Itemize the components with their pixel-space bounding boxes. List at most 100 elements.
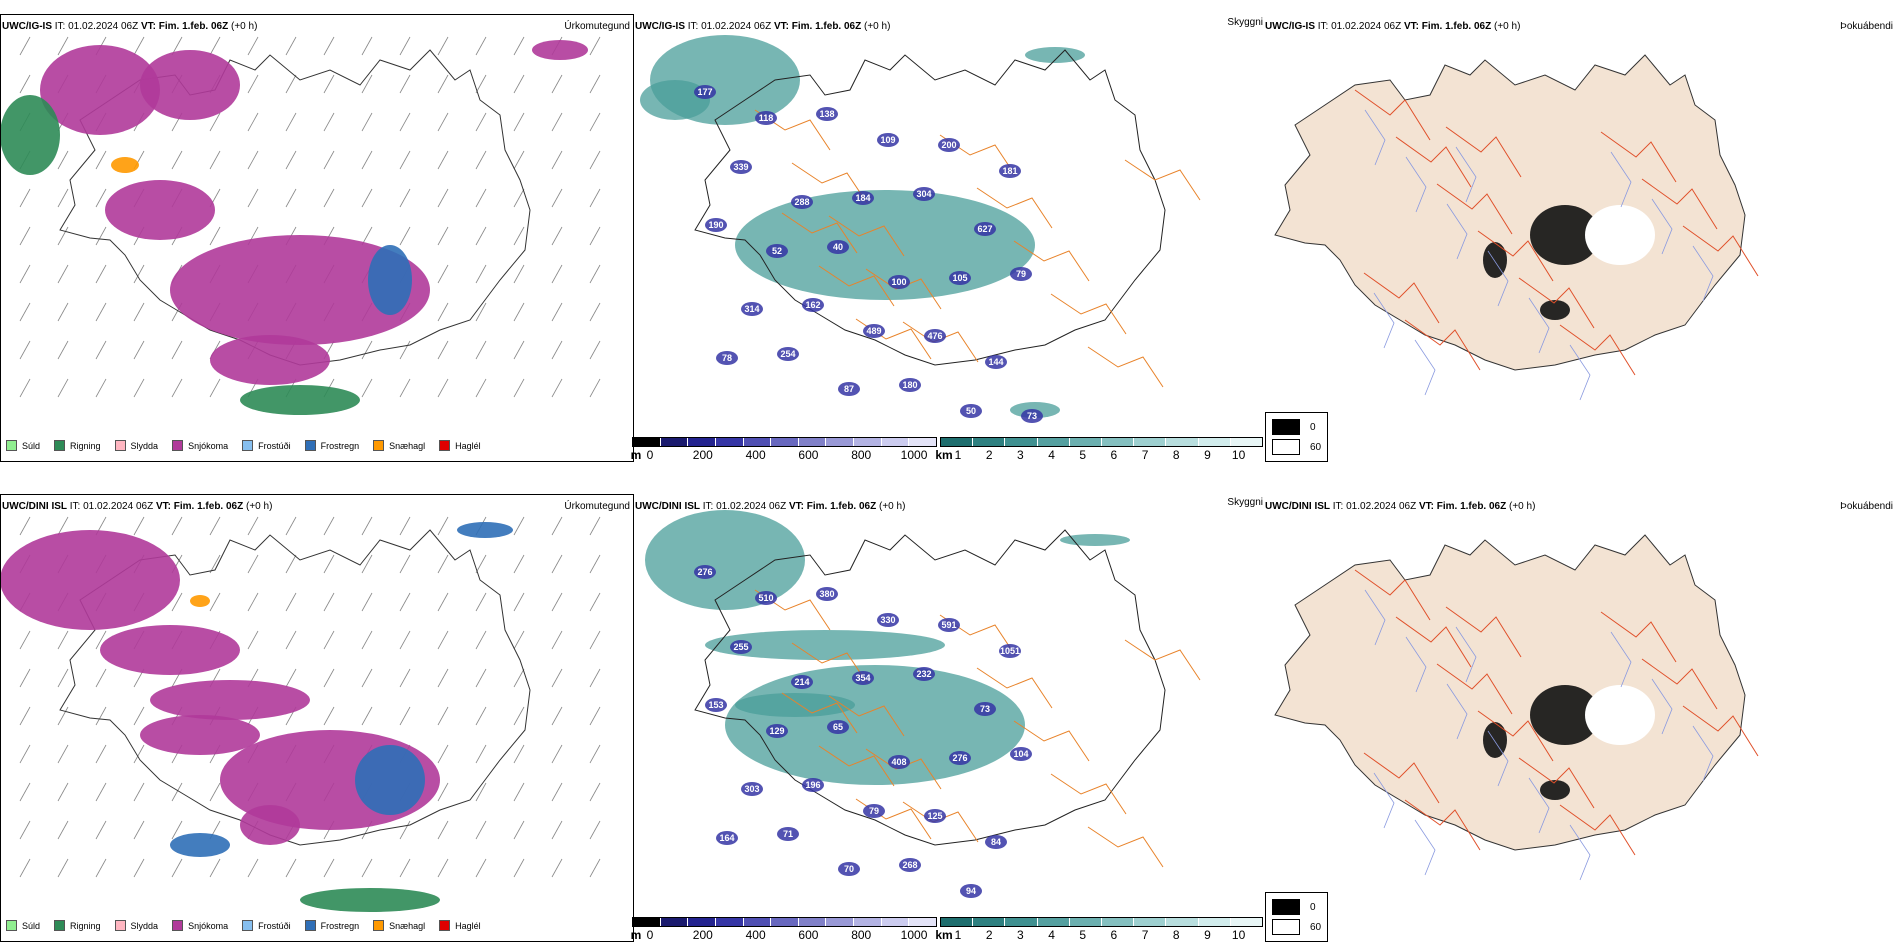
low-visibility-area bbox=[1060, 534, 1130, 546]
glacier-area bbox=[1585, 685, 1655, 745]
wind-barb bbox=[323, 74, 335, 94]
legend-label: Súld bbox=[22, 920, 41, 931]
wind-barb bbox=[57, 744, 69, 764]
wind-barb bbox=[133, 302, 145, 322]
ceiling-value-label: 190 bbox=[708, 220, 723, 230]
ceiling-patch bbox=[1021, 409, 1043, 423]
wind-barb bbox=[57, 340, 69, 360]
ceiling-patch bbox=[741, 302, 763, 316]
colorbar-cell bbox=[771, 918, 799, 926]
visibility-map-bottom: 276 510 380 330 591 1051 255 214 354 232 73 153 129 6… bbox=[645, 510, 1201, 898]
wind-barb bbox=[323, 592, 335, 612]
wind-barb bbox=[551, 378, 563, 398]
precip-area bbox=[100, 625, 240, 675]
wind-barb bbox=[361, 150, 373, 170]
colorbar-strip bbox=[940, 917, 1263, 927]
legend-swatch bbox=[373, 920, 385, 931]
colorbar-cell bbox=[1134, 918, 1167, 926]
ceiling-patch bbox=[838, 862, 860, 876]
low-visibility-area bbox=[1025, 47, 1085, 63]
ceiling-value-label: 276 bbox=[697, 567, 712, 577]
wind-barb bbox=[95, 744, 107, 764]
river-line bbox=[1364, 109, 1386, 166]
precip-legend: Súld Rigning Slydda Snjókoma Frostúði Frostre… bbox=[6, 920, 481, 931]
precip-area bbox=[190, 595, 210, 607]
colorbar-cell bbox=[1198, 438, 1231, 446]
map-frame bbox=[0, 494, 634, 942]
wind-barb bbox=[437, 782, 449, 802]
wind-barb bbox=[551, 302, 563, 322]
wind-barb bbox=[513, 74, 525, 94]
wind-barb bbox=[513, 378, 525, 398]
road-line bbox=[1436, 183, 1513, 235]
colorbar-tick-label: 1000 bbox=[900, 448, 928, 462]
wind-barb bbox=[399, 516, 411, 536]
ceiling-value-label: 354 bbox=[855, 673, 870, 683]
panel-type-label: Skyggni bbox=[1227, 497, 1263, 508]
ceiling-value-label: 65 bbox=[833, 722, 843, 732]
legend-swatch bbox=[172, 920, 184, 931]
wind-barb bbox=[437, 36, 449, 56]
legend-item: Súld bbox=[6, 440, 40, 451]
wind-barb bbox=[285, 858, 297, 878]
colorbar-tick-label: 9 bbox=[1204, 928, 1211, 942]
road-line bbox=[828, 695, 905, 737]
ceiling-value-label: 177 bbox=[697, 87, 712, 97]
ceiling-patch bbox=[960, 884, 982, 898]
ceiling-value-label: 180 bbox=[902, 380, 917, 390]
wind-barb bbox=[475, 858, 487, 878]
it-label: IT: bbox=[1317, 21, 1329, 32]
road-line bbox=[1600, 611, 1677, 663]
wind-barb bbox=[19, 36, 31, 56]
fog-legend-label: 0 bbox=[1310, 421, 1316, 433]
legend-label: Súld bbox=[22, 440, 41, 451]
ceiling-patch bbox=[899, 858, 921, 872]
legend-label: Slydda bbox=[130, 440, 159, 451]
colorbar-cell bbox=[973, 918, 1006, 926]
wind-barb bbox=[19, 302, 31, 322]
colorbar-tick-label: 0 bbox=[646, 928, 654, 942]
map-header: UWC/IG-IS IT: 01.02.2024 06Z VT: Fim. 1.… bbox=[635, 21, 890, 32]
river-line bbox=[1446, 683, 1468, 740]
ceiling-value-label: 94 bbox=[966, 886, 976, 896]
glacier-area bbox=[1585, 205, 1655, 265]
wind-barb bbox=[361, 668, 373, 688]
legend-item: Frostregn bbox=[304, 920, 359, 931]
it-value: 01.02.2024 06Z bbox=[1331, 21, 1402, 32]
road-line bbox=[1354, 89, 1431, 141]
wind-barb bbox=[285, 150, 297, 170]
wind-barb bbox=[247, 554, 259, 574]
wind-barb bbox=[437, 340, 449, 360]
river-line bbox=[1528, 297, 1550, 354]
wind-barb bbox=[19, 226, 31, 246]
ceiling-value-label: 184 bbox=[855, 193, 870, 203]
wind-barb bbox=[399, 820, 411, 840]
wind-barb bbox=[399, 74, 411, 94]
fog-legend-top: 0 60 bbox=[1265, 412, 1329, 462]
wind-barb bbox=[551, 782, 563, 802]
ceiling-patch bbox=[741, 782, 763, 796]
wind-barb bbox=[551, 112, 563, 132]
colorbar-cell bbox=[1102, 918, 1135, 926]
ceiling-patch bbox=[730, 160, 752, 174]
fog-legend-row: 60 bbox=[1272, 437, 1321, 457]
ceiling-patch bbox=[913, 187, 935, 201]
wind-barb bbox=[437, 150, 449, 170]
ceiling-value-label: 109 bbox=[880, 135, 895, 145]
legend-item: Slydda bbox=[114, 920, 158, 931]
wind-barb bbox=[399, 36, 411, 56]
colorbar-tick-label: 6 bbox=[1110, 928, 1118, 942]
river-line bbox=[1373, 292, 1395, 349]
colorbar-tick-label: 5 bbox=[1079, 448, 1087, 462]
wind-barb bbox=[247, 630, 259, 650]
colorbar-tick-label: 6 bbox=[1110, 448, 1118, 462]
wind-barb bbox=[589, 630, 601, 650]
wind-barb bbox=[551, 150, 563, 170]
colorbar-tick-label: 8 bbox=[1172, 928, 1180, 942]
road-line bbox=[1050, 293, 1127, 335]
legend-swatch bbox=[439, 440, 451, 451]
vt-value: Fim. 1.feb. 06Z bbox=[1436, 501, 1507, 512]
colorbar-cell bbox=[771, 438, 799, 446]
colorbar-cell bbox=[743, 918, 772, 926]
wind-barb bbox=[589, 74, 601, 94]
